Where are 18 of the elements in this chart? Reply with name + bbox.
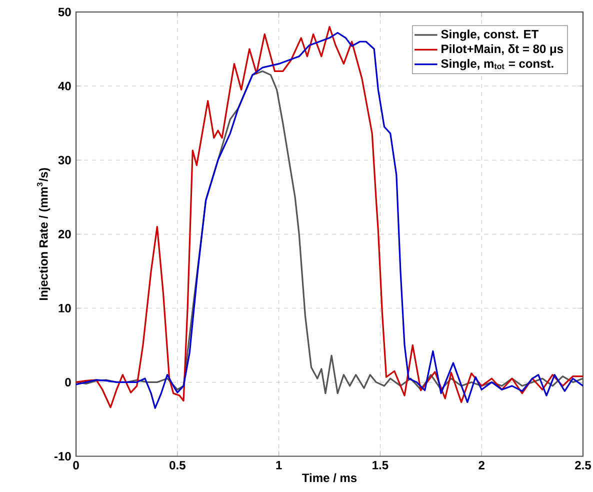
x-tick-label: 0 <box>73 460 79 470</box>
legend-label: Pilot+Main, δt = 80 μs <box>442 44 564 56</box>
x-tick-label: 2.5 <box>575 460 591 470</box>
legend-label: Single, const. ET <box>441 29 539 41</box>
y-tick-label: 20 <box>58 230 71 238</box>
y-tick-label: 50 <box>58 8 71 16</box>
x-tick-label: 1 <box>276 460 282 470</box>
y-tick-label: 0 <box>65 378 71 386</box>
y-tick-label: 30 <box>58 156 71 164</box>
y-tick-label: -10 <box>54 452 71 460</box>
y-tick-label: 40 <box>58 82 71 90</box>
y-tick-label: 10 <box>58 304 71 312</box>
x-tick-label: 0.5 <box>170 460 186 470</box>
legend-label: Single, m$_{tot}$ = const. <box>441 58 554 70</box>
y-axis-title: Injection Rate / (mm$^{3}$/s) <box>36 168 50 300</box>
x-tick-label: 1.5 <box>372 460 388 470</box>
x-axis-title: Time / ms <box>302 473 357 482</box>
x-tick-label: 2 <box>478 460 484 470</box>
